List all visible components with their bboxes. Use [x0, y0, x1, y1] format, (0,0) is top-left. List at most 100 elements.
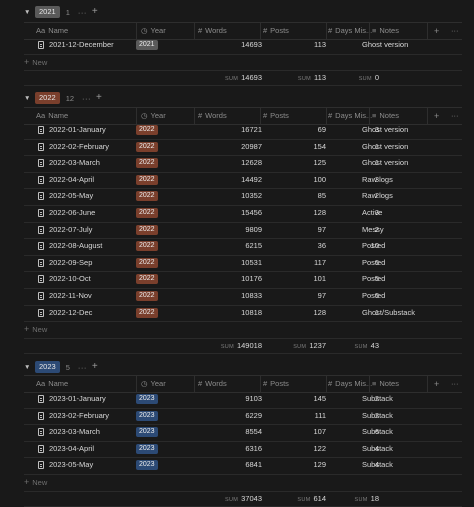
year-tag[interactable]: 2022	[136, 141, 158, 152]
posts-value[interactable]: 36	[317, 241, 326, 251]
collapse-triangle-icon[interactable]: ▼	[24, 363, 31, 371]
table-row[interactable]: 2022-12-Dec 2022 10818 128 1 Ghost/Substack	[24, 305, 462, 323]
column-header-days-missed[interactable]: # Days Mis...	[328, 108, 372, 124]
posts-value[interactable]: 101	[313, 274, 326, 284]
days-missed-value[interactable]: 3	[374, 125, 379, 134]
more-options-icon[interactable]: ···	[77, 7, 87, 17]
posts-value[interactable]: 100	[313, 174, 326, 184]
days-missed-value[interactable]: 6	[374, 427, 379, 437]
row-title[interactable]: 2022-04-April	[38, 172, 94, 188]
words-value[interactable]: 6316	[245, 443, 262, 453]
table-row[interactable]: 2022-01-January 2022 16721 69 3 Ghost version	[24, 122, 462, 140]
words-value[interactable]: 10352	[241, 191, 262, 201]
year-tag[interactable]: 2022	[136, 224, 158, 235]
row-title[interactable]: 2021-12-December	[38, 37, 114, 53]
row-title[interactable]: 2022-01-January	[38, 122, 106, 138]
column-options-icon[interactable]: ···	[451, 379, 459, 388]
notes-value[interactable]: Substack	[362, 394, 393, 403]
table-row[interactable]: 2023-03-March 2023 8554 107 6 Substack	[24, 424, 462, 442]
days-missed-value[interactable]: 2	[374, 410, 379, 420]
year-tag[interactable]: 2022	[136, 174, 158, 185]
row-title-text[interactable]: 2023-04-April	[49, 443, 95, 453]
row-title[interactable]: 2023-01-January	[38, 391, 106, 407]
days-missed-value[interactable]: 2	[374, 191, 379, 201]
row-title[interactable]: 2022-07-July	[38, 222, 92, 238]
notes-value[interactable]: Messy	[362, 224, 384, 234]
table-row[interactable]: 2022-02-February 2022 20987 154 1 Ghost versi…	[24, 139, 462, 157]
days-missed-value[interactable]: 1	[374, 307, 379, 317]
row-title-text[interactable]: 2021-12-December	[49, 40, 114, 49]
table-row[interactable]: 2022-09-Sep 2022 10531 117 6 Posted	[24, 255, 462, 273]
column-options-icon[interactable]: ···	[451, 111, 459, 120]
add-icon[interactable]: +	[96, 92, 102, 103]
sum-posts[interactable]: SUM 113	[260, 71, 326, 86]
column-header-words[interactable]: # Words	[198, 376, 227, 392]
days-missed-value[interactable]: 1	[374, 158, 379, 168]
notes-value[interactable]: Ghost version	[362, 40, 409, 49]
row-title[interactable]: 2023-05-May	[38, 457, 93, 473]
days-missed-value[interactable]: 1	[374, 141, 379, 151]
column-header-notes[interactable]: ≡ Notes	[372, 108, 399, 124]
words-value[interactable]: 6215	[245, 241, 262, 251]
words-value[interactable]: 14492	[241, 174, 262, 184]
notes-value[interactable]: Raw logs	[362, 191, 393, 201]
words-value[interactable]: 10531	[241, 257, 262, 267]
group-tag[interactable]: 2023	[35, 361, 60, 373]
column-header-year[interactable]: ◷ Year	[141, 23, 166, 39]
row-title-text[interactable]: 2022-01-January	[49, 125, 106, 134]
posts-value[interactable]: 113	[314, 40, 326, 49]
words-value[interactable]: 15456	[241, 208, 262, 217]
days-missed-value[interactable]: 6	[374, 257, 379, 267]
add-column-icon[interactable]: +	[434, 26, 440, 36]
notes-value[interactable]: Posted	[362, 291, 386, 300]
posts-value[interactable]: 122	[313, 443, 326, 453]
column-header-notes[interactable]: ≡ Notes	[372, 23, 399, 39]
days-missed-value[interactable]: 2	[374, 394, 379, 403]
collapse-triangle-icon[interactable]: ▼	[24, 94, 31, 102]
sum-words[interactable]: SUM 149018	[198, 339, 262, 354]
sum-days[interactable]: SUM 18	[326, 492, 379, 507]
notes-value[interactable]: Substack	[362, 427, 393, 437]
notes-value[interactable]: Substack	[362, 410, 393, 420]
words-value[interactable]: 10176	[241, 274, 262, 284]
row-title-text[interactable]: 2022-02-February	[49, 141, 110, 151]
words-value[interactable]: 10818	[241, 307, 262, 317]
row-title[interactable]: 2022-09-Sep	[38, 255, 92, 271]
column-header-year[interactable]: ◷ Year	[141, 108, 166, 124]
table-row[interactable]: 2023-02-February 2023 6229 111 2 Substack	[24, 408, 462, 426]
words-value[interactable]: 8554	[245, 427, 262, 437]
year-tag[interactable]: 2023	[136, 427, 158, 438]
table-row[interactable]: 2022-11-Nov 2022 10833 97 6 Posted	[24, 288, 462, 306]
table-row[interactable]: 2022-05-May 2022 10352 85 2 Raw logs	[24, 188, 462, 206]
sum-posts[interactable]: SUM 1237	[260, 339, 326, 354]
table-row[interactable]: 2022-07-July 2022 9809 97 2 Messy	[24, 222, 462, 240]
row-title-text[interactable]: 2023-02-February	[49, 410, 110, 420]
row-title-text[interactable]: 2023-03-March	[49, 427, 100, 437]
days-missed-value[interactable]: 3	[374, 174, 379, 184]
column-header-words[interactable]: # Words	[198, 108, 227, 124]
sum-words[interactable]: SUM 37043	[198, 492, 262, 507]
column-header-name[interactable]: Aa Name	[36, 108, 68, 124]
sum-words[interactable]: SUM 14693	[198, 71, 262, 86]
table-row[interactable]: 2023-05-May 2023 6841 129 4 Substack	[24, 457, 462, 475]
days-missed-value[interactable]: 4	[374, 443, 379, 453]
more-options-icon[interactable]: ···	[77, 362, 87, 372]
table-row[interactable]: 2022-03-March 2022 12628 125 1 Ghost version	[24, 155, 462, 173]
row-title[interactable]: 2023-03-March	[38, 424, 100, 440]
posts-value[interactable]: 128	[313, 307, 326, 317]
row-title-text[interactable]: 2022-10-Oct	[49, 274, 91, 284]
notes-value[interactable]: Posted	[362, 257, 386, 267]
row-title-text[interactable]: 2022-07-July	[49, 224, 93, 234]
year-tag[interactable]: 2023	[136, 460, 158, 471]
notes-value[interactable]: Ghost version	[362, 125, 409, 134]
column-header-posts[interactable]: # Posts	[263, 108, 289, 124]
posts-value[interactable]: 97	[317, 291, 326, 300]
days-missed-value[interactable]: 10	[370, 241, 379, 251]
table-row[interactable]: 2022-08-August 2022 6215 36 10 Posted	[24, 238, 462, 256]
row-title-text[interactable]: 2022-06-June	[49, 208, 96, 217]
add-icon[interactable]: +	[91, 361, 98, 372]
words-value[interactable]: 12628	[241, 158, 262, 168]
notes-value[interactable]: Substack	[362, 460, 393, 470]
row-title[interactable]: 2023-04-April	[38, 441, 94, 457]
sum-days[interactable]: SUM 43	[326, 339, 379, 354]
